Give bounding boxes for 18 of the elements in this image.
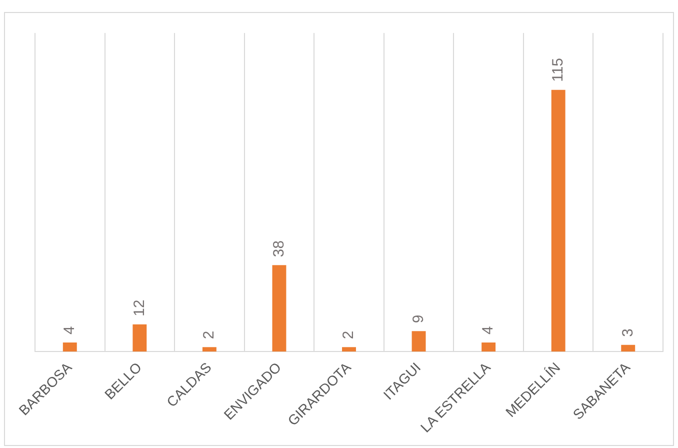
bar <box>551 90 566 352</box>
bar <box>621 344 636 352</box>
data-label: 4 <box>480 326 497 335</box>
bar <box>62 342 77 352</box>
data-label: 4 <box>61 326 78 335</box>
data-label: 2 <box>340 330 358 340</box>
data-label: 2 <box>200 330 218 340</box>
data-label: 12 <box>130 300 148 316</box>
data-label: 3 <box>619 328 636 337</box>
data-label: 115 <box>549 58 566 82</box>
bar <box>132 324 147 352</box>
bar <box>202 347 216 352</box>
bar <box>272 265 286 352</box>
data-label: 38 <box>270 240 288 258</box>
bar <box>412 331 426 352</box>
bar <box>482 342 496 352</box>
bar <box>342 347 356 352</box>
data-label: 9 <box>410 314 427 324</box>
